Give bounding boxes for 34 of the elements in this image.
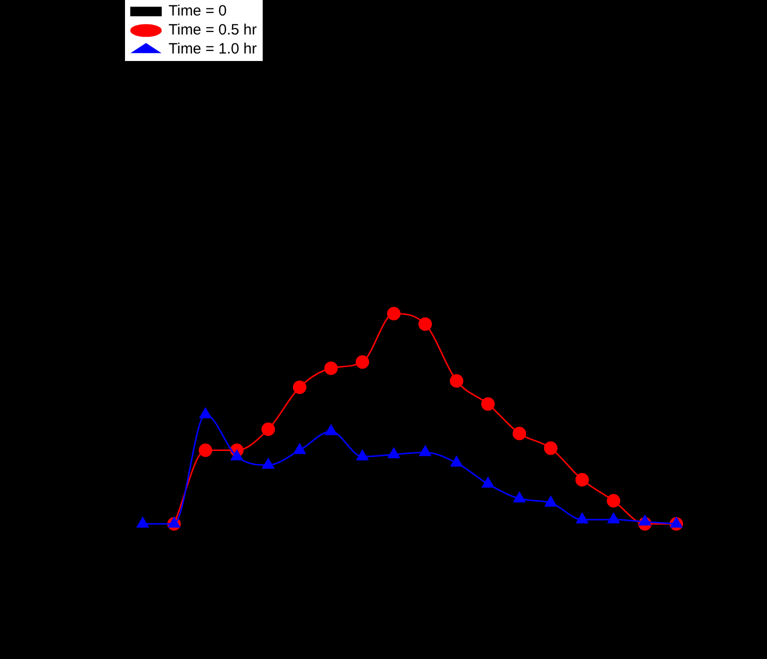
point — [419, 446, 432, 456]
point — [230, 450, 243, 460]
point — [544, 496, 557, 507]
point — [325, 424, 337, 436]
legend-label: Time = 0.5 hr — [168, 22, 257, 39]
point — [606, 494, 620, 508]
point — [294, 444, 306, 454]
point — [575, 472, 589, 486]
point — [292, 380, 306, 394]
legend-label: Time = 1.0 hr — [168, 40, 257, 58]
point — [512, 426, 526, 440]
point — [608, 512, 620, 524]
point — [388, 448, 400, 458]
point — [262, 458, 274, 469]
legend-label: Time = 0 — [168, 2, 227, 20]
point — [200, 408, 212, 418]
point — [418, 317, 432, 331]
point — [356, 450, 368, 460]
point — [387, 306, 401, 320]
point — [136, 517, 149, 528]
point — [544, 441, 558, 455]
point — [450, 456, 463, 467]
point — [576, 512, 588, 524]
point — [482, 477, 494, 488]
point — [324, 362, 338, 376]
point — [670, 517, 682, 528]
point — [513, 492, 526, 502]
point — [262, 422, 275, 436]
point — [198, 444, 212, 458]
point — [450, 374, 464, 388]
point — [638, 515, 651, 526]
point — [356, 355, 370, 369]
point — [168, 517, 180, 528]
point — [481, 397, 495, 411]
